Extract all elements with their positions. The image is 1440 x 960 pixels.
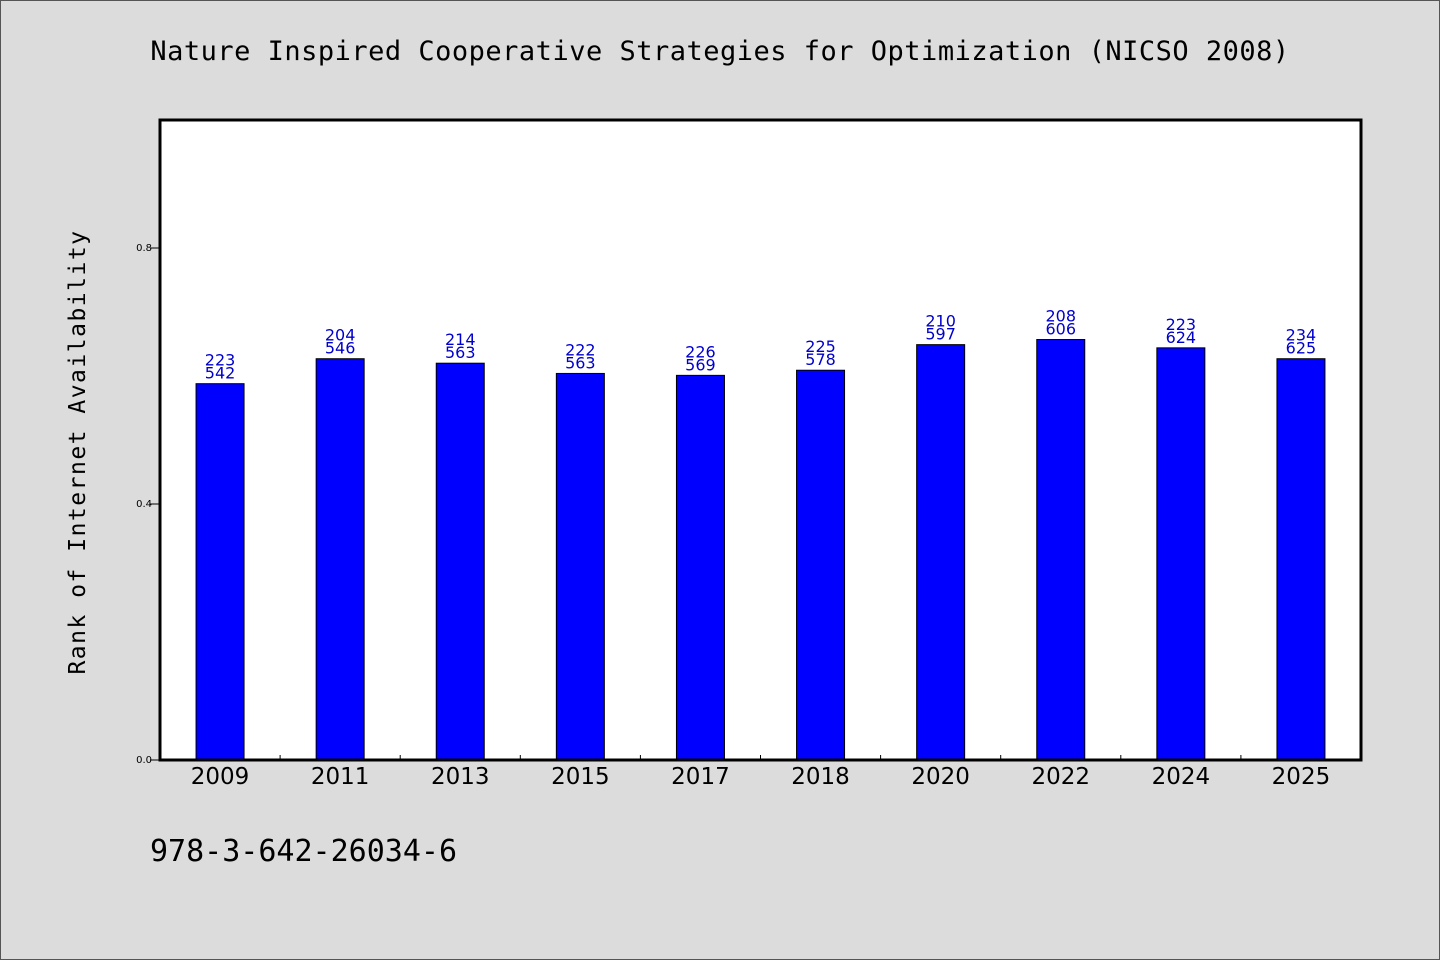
bar-value-label: 234 xyxy=(1286,326,1317,345)
bar-value-label: 226 xyxy=(685,342,716,361)
bar xyxy=(555,372,605,761)
bar-value-label: 569 xyxy=(685,355,716,374)
bar-value-label: 223 xyxy=(1166,315,1197,334)
y-tick-label: 0.8 xyxy=(136,243,152,254)
x-tick-label: 2017 xyxy=(671,764,730,790)
bar-value-label: 578 xyxy=(805,350,836,369)
bar-value-label: 208 xyxy=(1045,307,1076,326)
bar-value-label: 546 xyxy=(325,339,356,358)
bar-value-label: 210 xyxy=(925,312,956,331)
bar-value-label: 624 xyxy=(1166,328,1197,347)
x-tick-label: 2009 xyxy=(191,764,250,790)
bar-value-label: 597 xyxy=(925,325,956,344)
x-tick-label: 2013 xyxy=(431,764,490,790)
x-tick-label: 2011 xyxy=(311,764,370,790)
bar-value-label: 214 xyxy=(445,330,476,349)
bar xyxy=(916,344,966,761)
bar xyxy=(1276,358,1326,761)
x-tick-label: 2022 xyxy=(1031,764,1090,790)
x-tick-label: 2015 xyxy=(551,764,610,790)
y-tick-label: 0.4 xyxy=(136,499,152,510)
bar xyxy=(1156,347,1206,761)
bar-value-label: 225 xyxy=(805,337,836,356)
chart-title: Nature Inspired Cooperative Strategies f… xyxy=(150,36,1290,67)
x-tick-label: 2025 xyxy=(1272,764,1331,790)
bar-value-label: 606 xyxy=(1045,320,1076,339)
bar-value-label: 542 xyxy=(205,364,236,383)
bar-value-label: 204 xyxy=(325,326,356,345)
x-tick-label: 2024 xyxy=(1152,764,1211,790)
bar xyxy=(435,362,485,761)
plot-border xyxy=(158,118,1363,762)
x-tick-label: 2020 xyxy=(911,764,970,790)
bar xyxy=(1036,339,1086,761)
bar-value-label: 563 xyxy=(445,343,476,362)
bar-value-label: 223 xyxy=(205,351,236,370)
bar xyxy=(796,369,846,761)
bar xyxy=(315,358,365,761)
x-tick-label: 2018 xyxy=(791,764,850,790)
y-tick-label: 0.0 xyxy=(136,755,152,766)
bar-value-label: 563 xyxy=(565,353,596,372)
bar-value-label: 625 xyxy=(1286,339,1317,358)
isbn-label: 978-3-642-26034-6 xyxy=(150,834,458,869)
bar xyxy=(195,383,245,761)
bar xyxy=(675,374,725,761)
bar-value-label: 222 xyxy=(565,340,596,359)
